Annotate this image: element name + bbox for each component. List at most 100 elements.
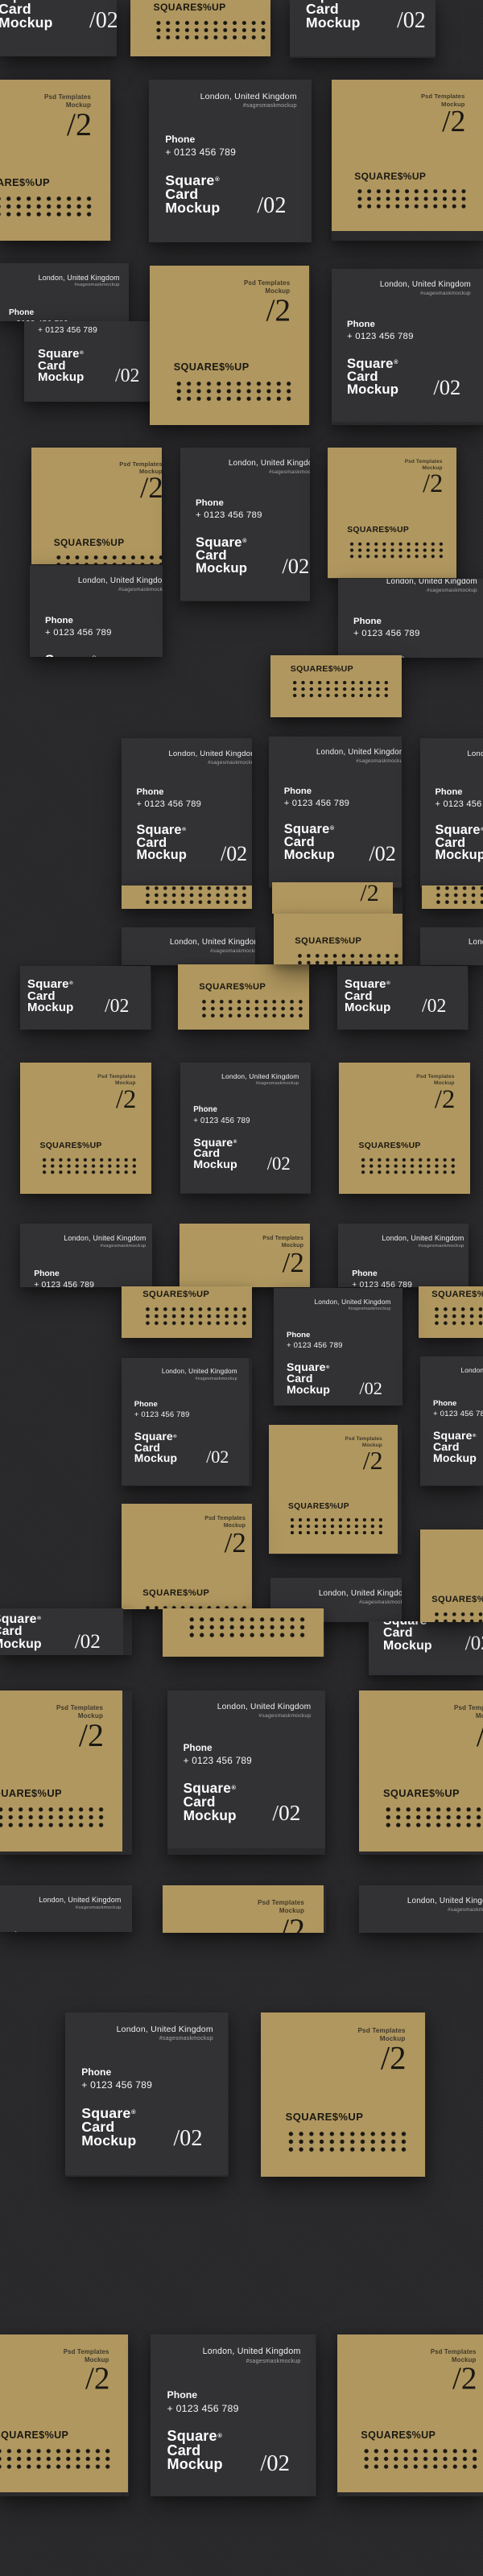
- business-card-tile: London, United Kingdom #sagesmaskmockup …: [0, 263, 129, 321]
- hashtag-text: #sagesmaskmockup: [258, 1713, 312, 1719]
- squaresup-logo: SQUARE$%UP: [295, 936, 362, 946]
- gold-card-face: Psd Templates Mockup /2 SQUARE$%UP: [150, 266, 309, 425]
- hashtag-text: #sagesmaskmockup: [255, 1081, 299, 1087]
- business-card-tile: London, United Kingdom #sagesmaskmockup …: [65, 2013, 229, 2177]
- dot-grid-pattern: [288, 1517, 386, 1536]
- location-text: London, United Kingdom: [77, 576, 163, 586]
- location-text: London, United Kingdom: [38, 273, 120, 282]
- registered-mark: ®: [173, 1434, 177, 1439]
- squaresup-logo: SQUARE$%UP: [358, 1141, 421, 1150]
- card-number-02: /02: [359, 1377, 383, 1398]
- phone-number: + 0123 456 789: [134, 1410, 190, 1420]
- location-text: London, United Kingdom: [318, 1589, 402, 1599]
- psd-templates-label: Psd Templates: [454, 1704, 483, 1712]
- business-card-tile: Psd Templates Mockup /2 SQUARE$%UP: [180, 1224, 310, 1287]
- card-number-2: /2: [139, 472, 162, 506]
- phone-label: Phone: [81, 2066, 112, 2078]
- gold-card-face: Psd Templates Mockup /2 SQUARE$%UP: [178, 964, 309, 1030]
- card-number-02: /02: [173, 2126, 203, 2152]
- card-number-2: /2: [66, 106, 92, 142]
- dark-card-face: London, United Kingdom #sagesmaskmockup …: [0, 1608, 123, 1655]
- registered-mark: ®: [329, 825, 335, 832]
- squaresup-logo: SQUARE$%UP: [187, 1608, 263, 1609]
- registered-mark: ®: [215, 175, 220, 184]
- dark-card-face: London, United Kingdom #sagesmaskmockup …: [332, 269, 483, 422]
- dot-grid-pattern: [358, 1156, 458, 1176]
- business-card-tile: Psd Templates Mockup /2 SQUARE$%UP: [270, 655, 402, 717]
- phone-number: + 0123 456 789: [9, 320, 68, 321]
- squaresup-logo: SQUARE$%UP: [0, 1787, 62, 1799]
- gold-card-face: Psd Templates Mockup /2 SQUARE$%UP: [339, 1063, 470, 1194]
- hashtag-text: #sagesmaskmockup: [118, 587, 163, 593]
- registered-mark: ®: [131, 2108, 136, 2116]
- hashtag-text: #sagesmaskmockup: [268, 469, 310, 476]
- psd-templates-label: Psd Templates: [357, 2026, 406, 2034]
- business-card-tile: London, United Kingdom #sagesmaskmockup …: [122, 927, 255, 965]
- business-card-tile: Psd Templates Mockup /2 SQUARE$%UP: [261, 2013, 426, 2177]
- registered-mark: ®: [481, 826, 483, 832]
- registered-mark: ®: [92, 656, 96, 657]
- dark-card-face: London, United Kingdom #sagesmaskmockup …: [122, 1358, 249, 1485]
- business-card-tile: London, United Kingdom #sagesmaskmockup …: [332, 269, 483, 425]
- business-card-tile: Psd Templates Mockup /2 SQUARE$%UP: [122, 1504, 252, 1609]
- psd-templates-label: Psd Templates: [243, 279, 291, 287]
- card-number-2: /2: [224, 1526, 246, 1558]
- phone-label: Phone: [9, 1931, 35, 1932]
- phone-number: + 0123 456 789: [167, 2402, 239, 2414]
- registered-mark: ®: [386, 980, 390, 987]
- dark-card-face: London, United Kingdom #sagesmaskmockup …: [30, 565, 163, 657]
- hashtag-text: #sagesmaskmockup: [208, 759, 252, 766]
- card-number-2: /2: [282, 1246, 304, 1278]
- dark-card-face: London, United Kingdom #sagesmaskmockup …: [149, 80, 312, 242]
- business-card-tile: London, United Kingdom #sagesmaskmockup …: [0, 1608, 132, 1655]
- phone-label: Phone: [34, 1269, 60, 1278]
- dot-grid-pattern: [0, 1806, 107, 1829]
- business-card-tile: London, United Kingdom #sagesmaskmockup …: [338, 1224, 469, 1287]
- phone-number: + 0123 456 789: [196, 510, 262, 521]
- gold-card-face: Psd Templates Mockup /2 SQUARE$%UP: [0, 80, 110, 241]
- squaresup-logo: SQUARE$%UP: [285, 2111, 364, 2124]
- dot-grid-pattern: [286, 2129, 409, 2154]
- dot-grid-pattern: [383, 1806, 483, 1829]
- business-card-tile: Psd Templates Mockup /2 SQUARE$%UP: [31, 448, 162, 564]
- location-text: London, United Kingdom: [221, 1071, 299, 1080]
- business-card-tile: Psd Templates Mockup /2 SQUARE$%UP: [0, 2334, 129, 2496]
- business-card-tile: London, United Kingdom #sagesmaskmockup …: [369, 1621, 483, 1675]
- business-card-tile: Psd Templates Mockup /2 SQUARE$%UP: [332, 80, 483, 241]
- card-number-2: /2: [85, 2361, 110, 2396]
- gold-card-face: Psd Templates Mockup /2 SQUARE$%UP: [31, 448, 162, 564]
- gold-card-face: Psd Templates Mockup /2 SQUARE$%UP: [337, 2334, 483, 2492]
- location-text: London, United Kingdom: [460, 1365, 483, 1374]
- business-card-tile: Psd Templates Mockup /2 SQUARE$%UP: [122, 886, 252, 909]
- business-card-tile: London, United Kingdom #sagesmaskmockup …: [151, 2334, 316, 2496]
- location-text: London, United Kingdom: [169, 938, 255, 947]
- hashtag-text: #sagesmaskmockup: [246, 2358, 301, 2364]
- mockup-label: Mockup: [77, 1712, 103, 1720]
- gold-card-face: Psd Templates Mockup /2 SQUARE$%UP: [163, 1885, 324, 1933]
- registered-mark: ®: [231, 1783, 237, 1791]
- card-number-02: /02: [74, 1630, 101, 1653]
- business-card-tile: London, United Kingdom #sagesmaskmockup …: [0, 1885, 132, 1932]
- gold-card-face: Psd Templates Mockup /2 SQUARE$%UP: [130, 0, 270, 56]
- business-card-tile: London, United Kingdom #sagesmaskmockup …: [290, 0, 436, 58]
- phone-number: + 0123 456 789: [38, 326, 97, 336]
- hashtag-text: #sagesmaskmockup: [195, 1376, 237, 1381]
- business-card-tile: London, United Kingdom #sagesmaskmockup …: [167, 1690, 325, 1855]
- dark-card-face: London, United Kingdom #sagesmaskmockup …: [180, 1063, 311, 1193]
- phone-number: + 0123 456 789: [165, 147, 237, 159]
- gold-card-face: Psd Templates Mockup /2 SQUARE$%UP: [419, 1286, 483, 1338]
- dark-card-face: London, United Kingdom #sagesmaskmockup …: [24, 321, 161, 402]
- squaresup-logo: SQUARE$%UP: [431, 1290, 483, 1299]
- card-number-02: /02: [221, 842, 248, 866]
- squaresup-logo: SQUARE$%UP: [0, 176, 50, 188]
